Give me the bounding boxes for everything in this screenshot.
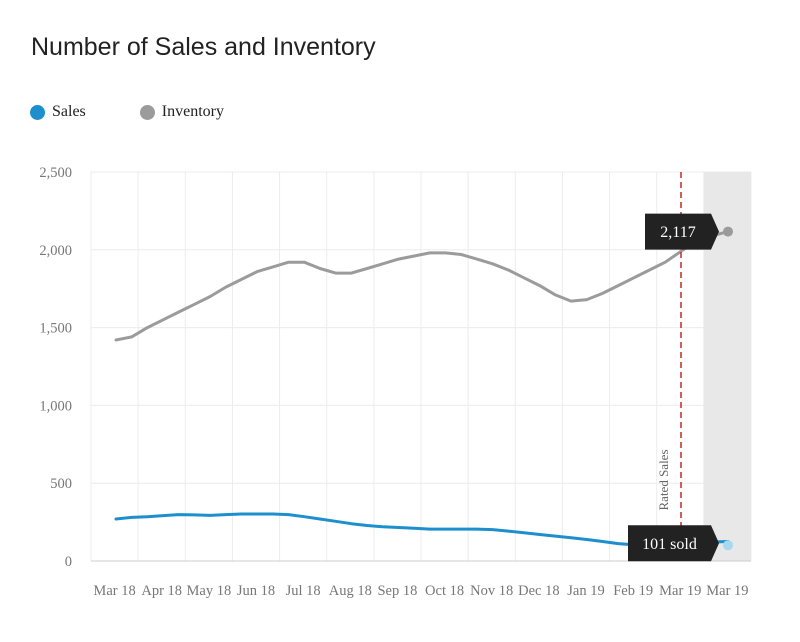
x-tick-label: Nov 18 xyxy=(470,583,513,599)
y-tick-label: 1,000 xyxy=(39,398,72,414)
x-tick-label: Mar 19 xyxy=(706,583,748,599)
x-tick-label: Apr 18 xyxy=(141,583,182,599)
legend-item-sales[interactable]: Sales xyxy=(30,103,86,121)
sales-end-marker xyxy=(723,540,733,551)
chart-title: Number of Sales and Inventory xyxy=(31,33,376,61)
sales-callout-text: 101 sold xyxy=(642,536,697,553)
rated-sales-label: Rated Sales xyxy=(656,449,671,510)
legend-label-inventory: Inventory xyxy=(161,103,224,120)
x-tick-label: Aug 18 xyxy=(329,583,372,599)
sales-callout: 101 sold xyxy=(628,525,719,562)
inventory-callout-box xyxy=(645,213,719,250)
inventory-callout-text: 2,117 xyxy=(660,224,695,241)
y-tick-label: 0 xyxy=(65,554,72,570)
x-tick-label: Sep 18 xyxy=(377,583,417,599)
annotation-layer: Rated Sales 2,117 101 sold xyxy=(628,172,733,562)
sales-callout-box xyxy=(628,525,719,562)
legend: Sales Inventory xyxy=(30,103,278,121)
series-layer xyxy=(114,230,730,547)
series-line-sales xyxy=(114,512,730,547)
series-line-inventory xyxy=(114,230,730,342)
legend-label-sales: Sales xyxy=(52,103,86,120)
sales-legend-dot xyxy=(30,104,45,120)
x-tick-label: Feb 19 xyxy=(613,583,653,599)
x-tick-label: Mar 18 xyxy=(93,583,135,599)
x-tick-label: Jul 18 xyxy=(286,583,321,599)
x-tick-label: Jan 19 xyxy=(567,583,604,599)
y-tick-label: 1,500 xyxy=(39,321,72,337)
x-tick-label: Dec 18 xyxy=(518,583,559,599)
axis-layer: 2,500 2,000 1,500 1,000 500 0 Mar 18 Apr 18 May … xyxy=(39,165,751,599)
x-tick-label: Oct 18 xyxy=(425,583,464,599)
x-tick-label: Jun 18 xyxy=(237,583,275,599)
x-tick-label: May 18 xyxy=(186,583,231,599)
y-tick-label: 500 xyxy=(50,476,72,492)
y-tick-label: 2,500 xyxy=(39,165,72,181)
y-tick-label: 2,000 xyxy=(39,243,72,259)
inventory-end-marker xyxy=(723,226,733,237)
inventory-callout: 2,117 xyxy=(645,213,719,250)
inventory-legend-dot xyxy=(139,104,155,120)
x-tick-label: Mar 19 xyxy=(659,583,701,599)
legend-item-inventory[interactable]: Inventory xyxy=(139,103,224,121)
